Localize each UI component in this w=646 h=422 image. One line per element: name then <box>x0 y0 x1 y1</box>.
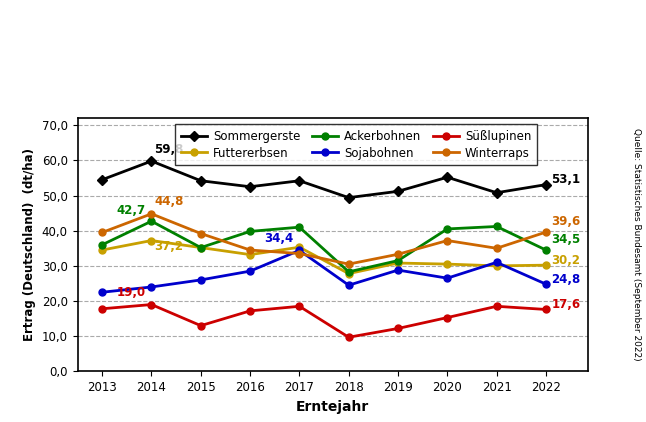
Sojabohnen <box>443 276 451 281</box>
Ackerbohnen <box>295 225 303 230</box>
Line: Sommergerste: Sommergerste <box>99 157 549 201</box>
Ackerbohnen <box>542 247 550 252</box>
Futtererbsen <box>493 263 501 268</box>
Text: 44,8: 44,8 <box>154 195 183 208</box>
Text: 53,1: 53,1 <box>552 173 581 186</box>
Sojabohnen <box>246 269 254 274</box>
Winterraps <box>147 211 155 216</box>
Ackerbohnen <box>98 242 106 247</box>
Legend: Sommergerste, Futtererbsen, Ackerbohnen, Sojabohnen, Süßlupinen, Winterraps: Sommergerste, Futtererbsen, Ackerbohnen,… <box>175 124 537 165</box>
Text: 19,0: 19,0 <box>117 286 146 299</box>
Süßlupinen <box>345 335 353 340</box>
Text: 34,4: 34,4 <box>265 232 294 245</box>
Winterraps <box>542 230 550 235</box>
Futtererbsen <box>295 245 303 250</box>
Sojabohnen <box>295 248 303 253</box>
Line: Ackerbohnen: Ackerbohnen <box>99 218 549 275</box>
Sommergerste <box>443 175 451 180</box>
Ackerbohnen <box>443 226 451 231</box>
Futtererbsen <box>98 247 106 252</box>
Sojabohnen <box>394 268 402 273</box>
Text: 59,8: 59,8 <box>154 143 183 156</box>
Süßlupinen <box>443 315 451 320</box>
Line: Futtererbsen: Futtererbsen <box>99 237 549 277</box>
Futtererbsen <box>394 260 402 265</box>
Sojabohnen <box>542 281 550 287</box>
Line: Süßlupinen: Süßlupinen <box>99 301 549 341</box>
Sommergerste <box>295 178 303 183</box>
Sommergerste <box>394 189 402 194</box>
Line: Winterraps: Winterraps <box>99 210 549 268</box>
Winterraps <box>493 246 501 251</box>
Text: 24,8: 24,8 <box>552 273 581 286</box>
Text: 37,2: 37,2 <box>154 240 183 253</box>
Süßlupinen <box>246 308 254 314</box>
Ackerbohnen <box>493 224 501 229</box>
Futtererbsen <box>197 245 205 250</box>
Line: Sojabohnen: Sojabohnen <box>99 247 549 296</box>
Sommergerste <box>98 177 106 182</box>
Sojabohnen <box>147 284 155 289</box>
Text: 34,5: 34,5 <box>552 233 581 246</box>
Y-axis label: Ertrag (Deutschland)  (dt/ha): Ertrag (Deutschland) (dt/ha) <box>23 148 36 341</box>
Sommergerste <box>197 178 205 183</box>
Ackerbohnen <box>246 229 254 234</box>
Sojabohnen <box>98 289 106 295</box>
Sommergerste <box>246 184 254 189</box>
Süßlupinen <box>542 307 550 312</box>
Text: 42,7: 42,7 <box>117 204 146 217</box>
Ackerbohnen <box>147 219 155 224</box>
Text: Quelle: Statistisches Bundesamt (September 2022): Quelle: Statistisches Bundesamt (Septemb… <box>632 128 641 361</box>
Sojabohnen <box>493 260 501 265</box>
Winterraps <box>295 251 303 256</box>
X-axis label: Erntejahr: Erntejahr <box>296 400 370 414</box>
Futtererbsen <box>345 271 353 276</box>
Text: 39,6: 39,6 <box>552 215 581 228</box>
Futtererbsen <box>443 262 451 267</box>
Sojabohnen <box>197 277 205 282</box>
Winterraps <box>443 238 451 243</box>
Sommergerste <box>345 195 353 200</box>
Winterraps <box>98 230 106 235</box>
Winterraps <box>246 247 254 252</box>
Ackerbohnen <box>197 245 205 250</box>
Winterraps <box>394 252 402 257</box>
Text: 30,2: 30,2 <box>552 254 581 267</box>
Sommergerste <box>147 159 155 164</box>
Sommergerste <box>542 182 550 187</box>
Ackerbohnen <box>394 258 402 263</box>
Sommergerste <box>493 190 501 195</box>
Süßlupinen <box>394 326 402 331</box>
Süßlupinen <box>98 306 106 311</box>
Futtererbsen <box>246 252 254 257</box>
Süßlupinen <box>197 323 205 328</box>
Süßlupinen <box>295 304 303 309</box>
Winterraps <box>197 231 205 236</box>
Text: 17,6: 17,6 <box>552 298 581 311</box>
Sojabohnen <box>345 283 353 288</box>
Futtererbsen <box>542 262 550 268</box>
Futtererbsen <box>147 238 155 243</box>
Ackerbohnen <box>345 269 353 274</box>
Winterraps <box>345 262 353 267</box>
Süßlupinen <box>147 302 155 307</box>
Süßlupinen <box>493 304 501 309</box>
